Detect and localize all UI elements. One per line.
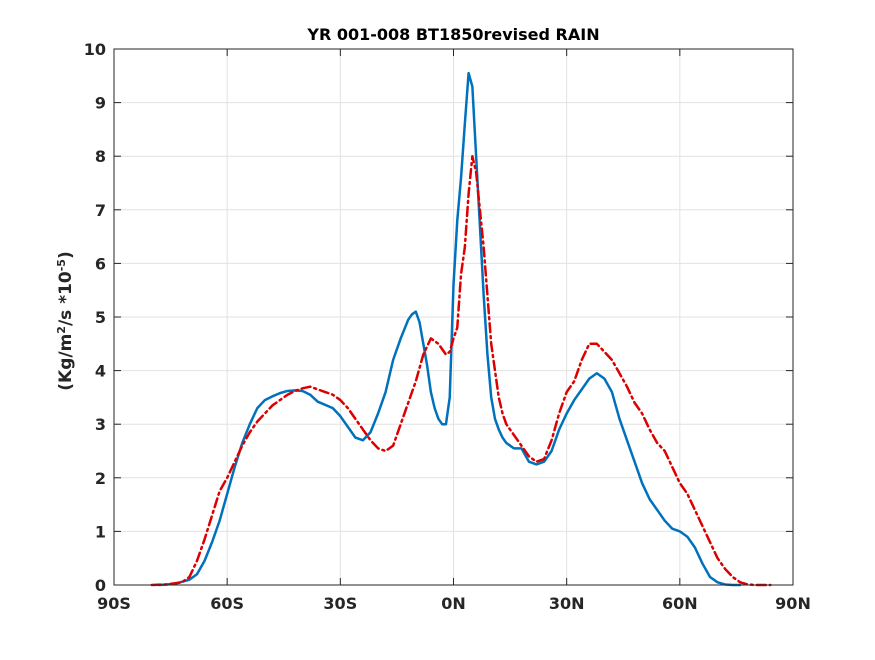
y-tick-label: 1 [95, 522, 106, 541]
axis-ticks: 90S 60S 30S 0N 30N 60N 90N 0 1 2 3 4 5 6 7 8 9 10 [84, 40, 811, 613]
y-tick-label: 2 [95, 469, 106, 488]
x-tick-label: 30S [323, 594, 357, 613]
y-tick-label: 10 [84, 40, 106, 59]
y-axis-label-suffix: ) [56, 251, 76, 259]
y-axis-label-exponent-2: -5 [55, 259, 68, 271]
chart-title: YR 001-008 BT1850revised RAIN [306, 25, 599, 44]
y-tick-label: 6 [95, 254, 106, 273]
y-tick-label: 3 [95, 415, 106, 434]
y-tick-label: 8 [95, 147, 106, 166]
series-lines [150, 71, 772, 587]
y-axis-label: (Kg/m2/s *10-5) [55, 251, 77, 391]
series-line-solid-blue [158, 71, 742, 587]
y-tick-label: 0 [95, 576, 106, 595]
x-tick-label: 90N [775, 594, 811, 613]
y-tick-label: 5 [95, 308, 106, 327]
y-axis-label-prefix: (Kg/m [56, 334, 76, 391]
y-tick-label: 7 [95, 201, 106, 220]
y-tick-label: 9 [95, 94, 106, 113]
y-axis-label-middle: /s *10 [56, 271, 76, 326]
x-tick-label: 90S [97, 594, 131, 613]
grid-lines [114, 49, 793, 585]
x-tick-label: 30N [549, 594, 585, 613]
x-tick-label: 60N [662, 594, 698, 613]
x-tick-label: 0N [441, 594, 466, 613]
x-tick-label: 60S [210, 594, 244, 613]
y-axis-label-exponent-1: 2 [55, 326, 68, 334]
series-line-dashed-red [150, 154, 772, 587]
y-tick-label: 4 [95, 362, 106, 381]
